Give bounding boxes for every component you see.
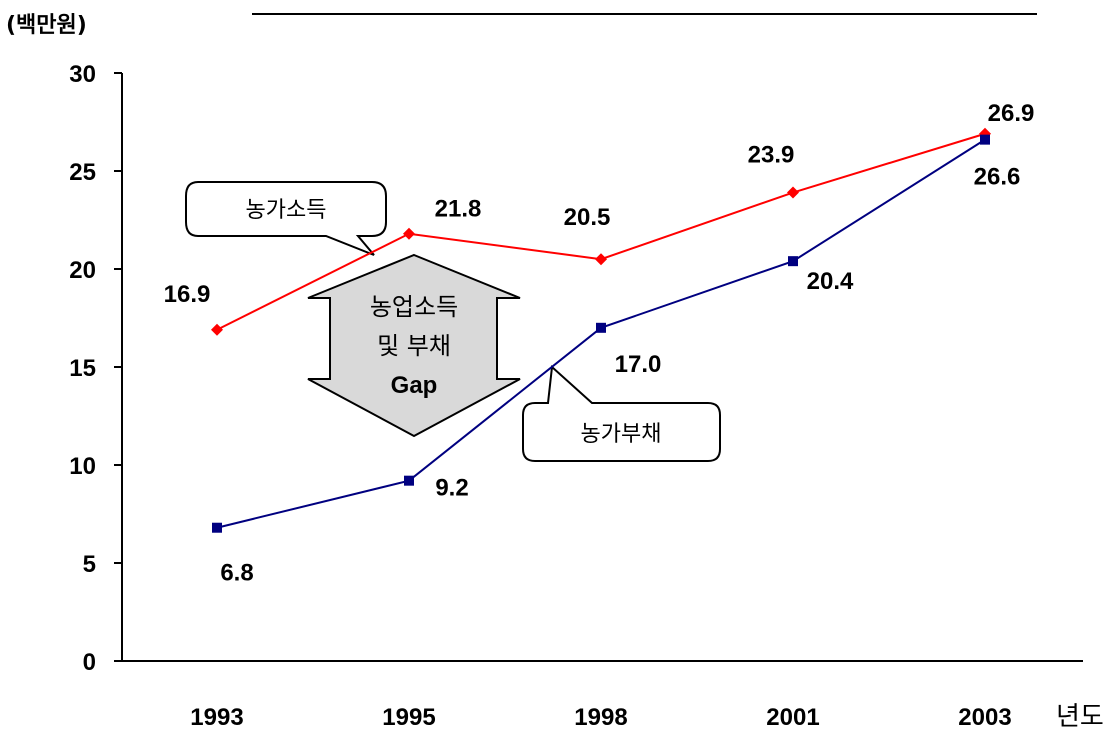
data-label: 20.5	[564, 204, 611, 231]
callout-income-bubble	[185, 181, 387, 256]
data-point-marker	[403, 227, 415, 240]
data-point-marker	[980, 134, 990, 145]
data-point-marker	[787, 186, 799, 199]
data-label: 6.8	[220, 560, 253, 587]
series-layer	[211, 127, 991, 533]
data-label: 23.9	[748, 142, 795, 169]
data-label: 17.0	[615, 351, 662, 378]
data-point-marker	[212, 522, 222, 533]
data-point-marker	[404, 475, 414, 486]
data-label: 26.6	[974, 164, 1021, 191]
data-point-marker	[596, 322, 606, 333]
data-label: 16.9	[164, 281, 211, 308]
y-tick-label: 20	[69, 257, 96, 284]
data-labels: 16.9 21.8 20.5 23.9 26.9 6.8 9.2 17.0 20.4 26.6	[164, 100, 1035, 587]
data-label: 9.2	[435, 475, 468, 502]
callout-debt-bubble	[522, 364, 721, 462]
data-label: 26.9	[988, 100, 1035, 127]
x-tick-label: 2003	[958, 704, 1011, 730]
data-label: 20.4	[807, 268, 854, 295]
data-point-marker	[595, 253, 607, 266]
tick-labels: 0 5 10 15 20 25 30 1993 1995 1998 2001 2003	[69, 61, 1011, 730]
gap-arrow: 농업소득 및 부채 Gap	[307, 253, 521, 438]
callout-debt-text: 농가부채	[581, 422, 662, 447]
x-tick-label: 1993	[190, 704, 243, 730]
data-point-marker	[788, 256, 798, 267]
gap-text-line1: 농업소득	[370, 293, 458, 321]
y-tick-label: 30	[69, 61, 96, 88]
y-axis-unit-label: (백만원)	[6, 13, 87, 38]
y-tick-label: 5	[83, 551, 96, 578]
callout-income-text: 농가소득	[246, 198, 327, 223]
x-axis-unit-label: 년도	[1056, 702, 1104, 730]
data-label: 21.8	[435, 196, 482, 223]
y-tick-label: 15	[69, 355, 96, 382]
y-tick-label: 25	[69, 159, 96, 186]
y-tick-label: 10	[69, 453, 96, 480]
y-tick-label: 0	[83, 649, 96, 676]
data-point-marker	[211, 323, 223, 336]
x-tick-label: 1998	[574, 704, 627, 730]
callout-income: 농가소득	[185, 181, 387, 256]
axes	[114, 72, 1083, 662]
callout-debt: 농가부채	[522, 364, 721, 462]
x-tick-label: 2001	[766, 704, 819, 730]
x-tick-label: 1995	[382, 704, 435, 730]
gap-text-line3: Gap	[391, 372, 438, 399]
gap-text-line2: 및 부채	[377, 332, 451, 360]
gap-arrow-shape	[307, 253, 521, 438]
